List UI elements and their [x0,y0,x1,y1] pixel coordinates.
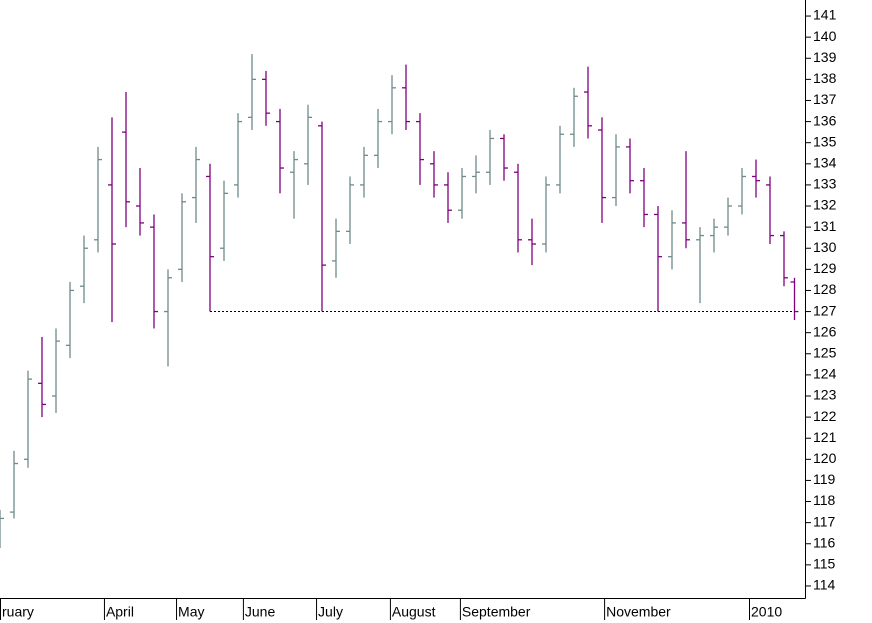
y-tick-label: 136 [813,112,837,128]
y-tick-label: 127 [813,302,837,318]
y-tick-label: 134 [813,155,837,171]
x-tick-label: June [245,604,276,620]
y-tick-label: 119 [813,471,836,487]
y-tick-label: 139 [813,49,837,65]
y-tick-label: 124 [813,366,837,382]
y-tick-label: 116 [813,534,836,550]
y-tick-label: 122 [813,408,837,424]
x-tick-label: September [462,604,531,620]
x-tick-label: May [178,604,204,620]
x-tick-label: 2010 [751,604,782,620]
y-tick-label: 121 [813,429,837,445]
y-tick-label: 125 [813,344,837,360]
y-tick-label: 126 [813,323,837,339]
x-tick-label: August [392,604,436,620]
y-tick-label: 138 [813,70,837,86]
y-tick-label: 133 [813,176,837,192]
y-tick-label: 129 [813,260,837,276]
y-tick-label: 141 [813,7,837,23]
y-tick-label: 117 [813,513,836,529]
y-tick-label: 114 [813,577,836,593]
x-tick-label: April [106,604,134,620]
x-tick-label: ruary [2,604,34,620]
y-tick-label: 118 [813,492,836,508]
y-tick-label: 132 [813,197,837,213]
y-tick-label: 135 [813,133,837,149]
x-tick-label: July [318,604,343,620]
x-tick-label: November [606,604,671,620]
y-tick-label: 115 [813,556,836,572]
y-tick-label: 128 [813,281,837,297]
y-tick-label: 130 [813,239,837,255]
y-tick-label: 131 [813,218,837,234]
y-tick-label: 137 [813,91,837,107]
y-tick-label: 123 [813,387,837,403]
y-tick-label: 140 [813,28,837,44]
y-tick-label: 120 [813,450,837,466]
